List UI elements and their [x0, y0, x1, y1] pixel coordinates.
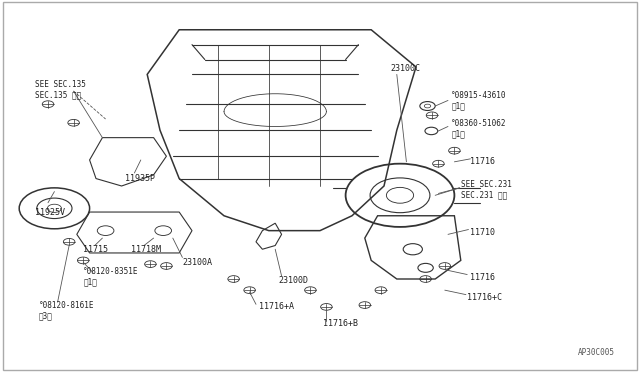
Text: SEE SEC.135
SEC.135 参照: SEE SEC.135 SEC.135 参照 — [35, 80, 86, 99]
Text: 23100A: 23100A — [182, 258, 212, 267]
Text: 23100D: 23100D — [278, 276, 308, 285]
Text: 11716+C: 11716+C — [467, 293, 502, 302]
Text: 11715: 11715 — [83, 245, 108, 254]
Text: 11716+A: 11716+A — [259, 302, 294, 311]
Text: AP30C005: AP30C005 — [577, 348, 614, 357]
Text: 11935P: 11935P — [125, 174, 155, 183]
Text: 11925V: 11925V — [35, 208, 65, 217]
Text: °08120-8351E
（1）: °08120-8351E （1） — [83, 267, 139, 287]
Text: SEE SEC.231
SEC.231 参照: SEE SEC.231 SEC.231 参照 — [461, 180, 511, 199]
Text: 11718M: 11718M — [131, 245, 161, 254]
Text: 11716: 11716 — [470, 157, 495, 166]
Text: 11716: 11716 — [470, 273, 495, 282]
Text: 11710: 11710 — [470, 228, 495, 237]
Text: °08120-8161E
（3）: °08120-8161E （3） — [38, 301, 94, 320]
Text: °08360-51062
（1）: °08360-51062 （1） — [451, 119, 507, 138]
Text: 23100C: 23100C — [390, 64, 420, 73]
Text: °08915-43610
（1）: °08915-43610 （1） — [451, 91, 507, 110]
Text: 11716+B: 11716+B — [323, 319, 358, 328]
